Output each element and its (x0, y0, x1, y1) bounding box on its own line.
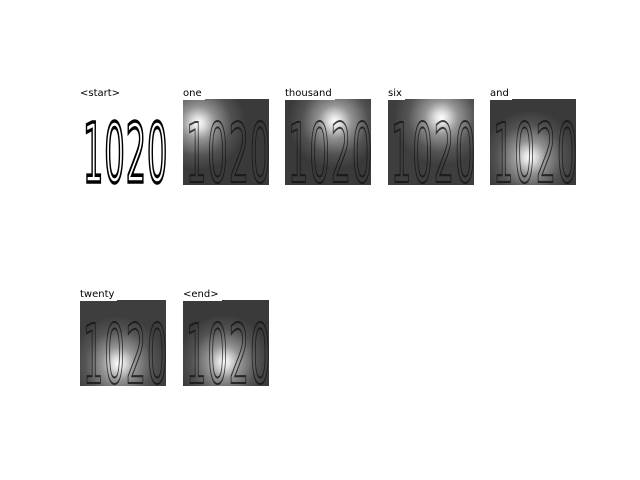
attention-hotspot (388, 99, 474, 185)
digits-image: 1020 (388, 99, 474, 185)
digits-image: 1020 (80, 300, 166, 386)
panel-one: one 1020 (182, 88, 269, 185)
token-label: <start> (79, 88, 124, 100)
panel-thousand: thousand 1020 (284, 88, 371, 185)
panel-end: <end> 1020 (182, 289, 269, 386)
token-label: one (182, 88, 205, 100)
digits-image: 1020 (285, 99, 371, 185)
panel-image: 1020 (388, 99, 474, 185)
digits-text: 1020 (391, 106, 474, 185)
panel-image: 1020 (80, 300, 166, 386)
panel-image: 1020 (80, 99, 166, 185)
token-label: thousand (284, 88, 335, 100)
digits-text: 1020 (83, 307, 166, 386)
panel-and: and 1020 (489, 88, 576, 185)
digits-text: 1020 (493, 106, 576, 185)
digits-text: 1020 (288, 106, 371, 185)
panel-six: six 1020 (387, 88, 474, 185)
attention-hotspot (285, 99, 371, 185)
panel-image: 1020 (183, 99, 269, 185)
digits-text: 1020 (83, 106, 166, 185)
digits-image: 1020 (183, 99, 269, 185)
panel-twenty: twenty 1020 (79, 289, 166, 386)
panel-image: 1020 (490, 99, 576, 185)
token-label: and (489, 88, 512, 100)
digits-text: 1020 (186, 106, 269, 185)
digits-text: 1020 (186, 307, 269, 386)
attention-hotspot (183, 300, 269, 386)
attention-hotspot (183, 99, 269, 185)
panel-start: <start> 1020 (79, 88, 166, 185)
attention-hotspot (490, 99, 576, 185)
digits-image: 1020 (183, 300, 269, 386)
token-label: six (387, 88, 405, 100)
panel-image: 1020 (285, 99, 371, 185)
digits-image: 1020 (80, 99, 166, 185)
token-label: twenty (79, 289, 118, 301)
attention-hotspot (80, 300, 166, 386)
panel-image: 1020 (183, 300, 269, 386)
token-label: <end> (182, 289, 222, 301)
digits-image: 1020 (490, 99, 576, 185)
